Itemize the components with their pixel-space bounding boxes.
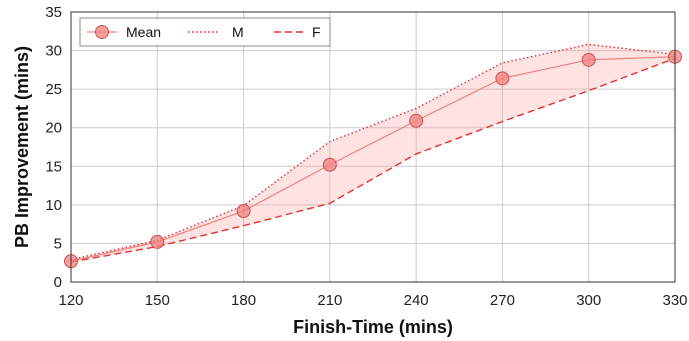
y-axis-label: PB Improvement (mins) — [12, 46, 32, 248]
x-tick-label: 210 — [317, 292, 342, 309]
grid — [70, 11, 676, 283]
mean-point — [581, 52, 596, 67]
y-tick-label: 35 — [45, 4, 62, 21]
plot-frame — [70, 11, 676, 283]
shaded-band-group — [71, 44, 675, 262]
y-tick-label: 5 — [54, 235, 62, 252]
mean-point — [150, 234, 165, 249]
y-ticks: 0 5 10 15 20 25 30 35 — [45, 4, 62, 291]
x-tick-label: 300 — [576, 292, 601, 309]
series-line-mean — [70, 56, 676, 262]
y-tick-label: 0 — [54, 274, 62, 291]
y-tick-label: 20 — [45, 120, 62, 137]
y-tick-label: 10 — [45, 197, 62, 214]
x-tick-label: 240 — [404, 292, 429, 309]
x-tick-label: 270 — [490, 292, 515, 309]
x-tick-label: 120 — [58, 292, 83, 309]
shaded-band — [71, 44, 675, 262]
series-line-f — [70, 57, 676, 263]
x-tick-label: 180 — [231, 292, 256, 309]
mean-point — [495, 71, 510, 86]
series-lines-group — [70, 43, 676, 263]
mean-point — [236, 204, 251, 219]
legend: Mean M F — [79, 17, 331, 47]
legend-label-f: F — [312, 24, 321, 40]
y-tick-label: 15 — [45, 158, 62, 175]
x-tick-label: 150 — [145, 292, 170, 309]
legend-label-mean: Mean — [126, 24, 161, 40]
x-axis-label: Finish-Time (mins) — [293, 317, 453, 337]
mean-point — [409, 113, 424, 128]
x-tick-label: 330 — [662, 292, 687, 309]
legend-marker-mean — [95, 25, 109, 39]
legend-label-m: M — [232, 24, 244, 40]
y-tick-label: 25 — [45, 81, 62, 98]
y-tick-label: 30 — [45, 43, 62, 60]
mean-point — [322, 157, 337, 172]
x-ticks: 120 150 180 210 240 270 300 330 — [58, 292, 687, 309]
series-line-m — [70, 43, 676, 261]
